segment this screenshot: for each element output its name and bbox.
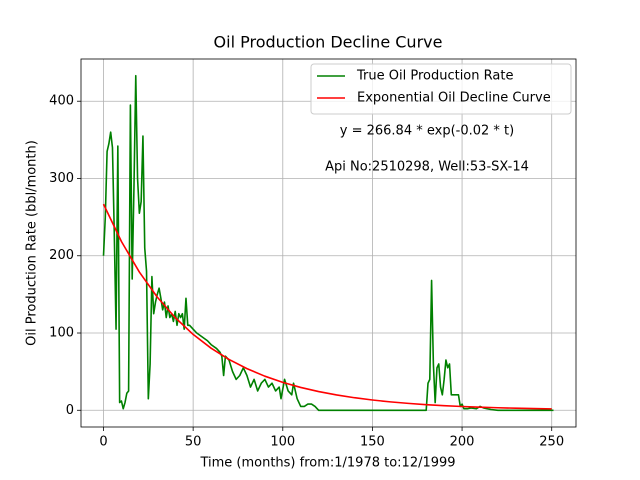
plot-frame (80, 58, 577, 428)
x-tick-label: 200 (450, 435, 475, 450)
x-tick-label: 0 (99, 435, 107, 450)
y-tick-label: 0 (66, 403, 74, 418)
x-tick-label: 100 (270, 435, 295, 450)
x-tick-label: 150 (360, 435, 385, 450)
y-axis-label: Oil Production Rate (bbl/month) (25, 140, 40, 346)
y-tick-label: 400 (49, 94, 74, 109)
legend-box (310, 63, 572, 115)
series-line (102, 203, 552, 410)
x-tick-label: 250 (539, 435, 564, 450)
legend-label: True Oil Production Rate (356, 69, 513, 84)
annotation: Api No:2510298, Well:53-SX-14 (325, 160, 529, 175)
y-tick-label: 100 (49, 326, 74, 341)
x-tick-label: 50 (185, 435, 202, 450)
x-axis-label: Time (months) from:1/1978 to:12/1999 (199, 456, 455, 471)
legend-label: Exponential Oil Decline Curve (357, 91, 551, 106)
y-tick-label: 300 (49, 171, 74, 186)
chart-title: Oil Production Decline Curve (214, 33, 443, 52)
annotation: y = 266.84 * exp(-0.02 * t) (340, 124, 514, 139)
y-tick-label: 200 (49, 248, 74, 263)
series-line (102, 74, 554, 412)
